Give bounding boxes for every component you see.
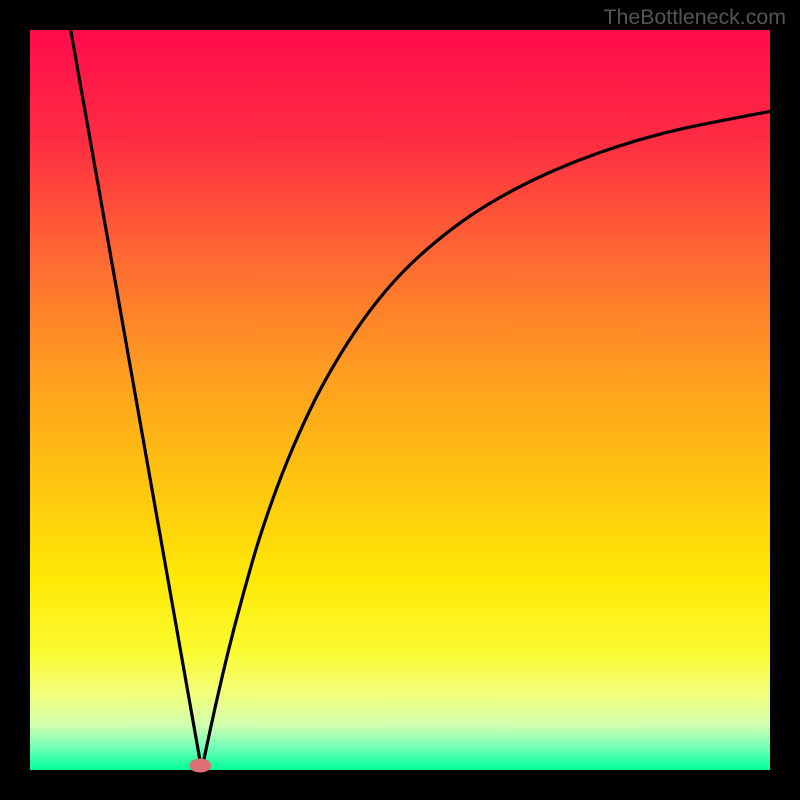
gradient-background	[30, 30, 770, 770]
chart-container: TheBottleneck.com	[0, 0, 800, 800]
vertex-marker	[189, 759, 211, 773]
chart-svg	[0, 0, 800, 800]
frame-bottom	[0, 770, 800, 800]
frame-left	[0, 0, 30, 800]
frame-right	[770, 0, 800, 800]
watermark-text: TheBottleneck.com	[603, 5, 786, 30]
